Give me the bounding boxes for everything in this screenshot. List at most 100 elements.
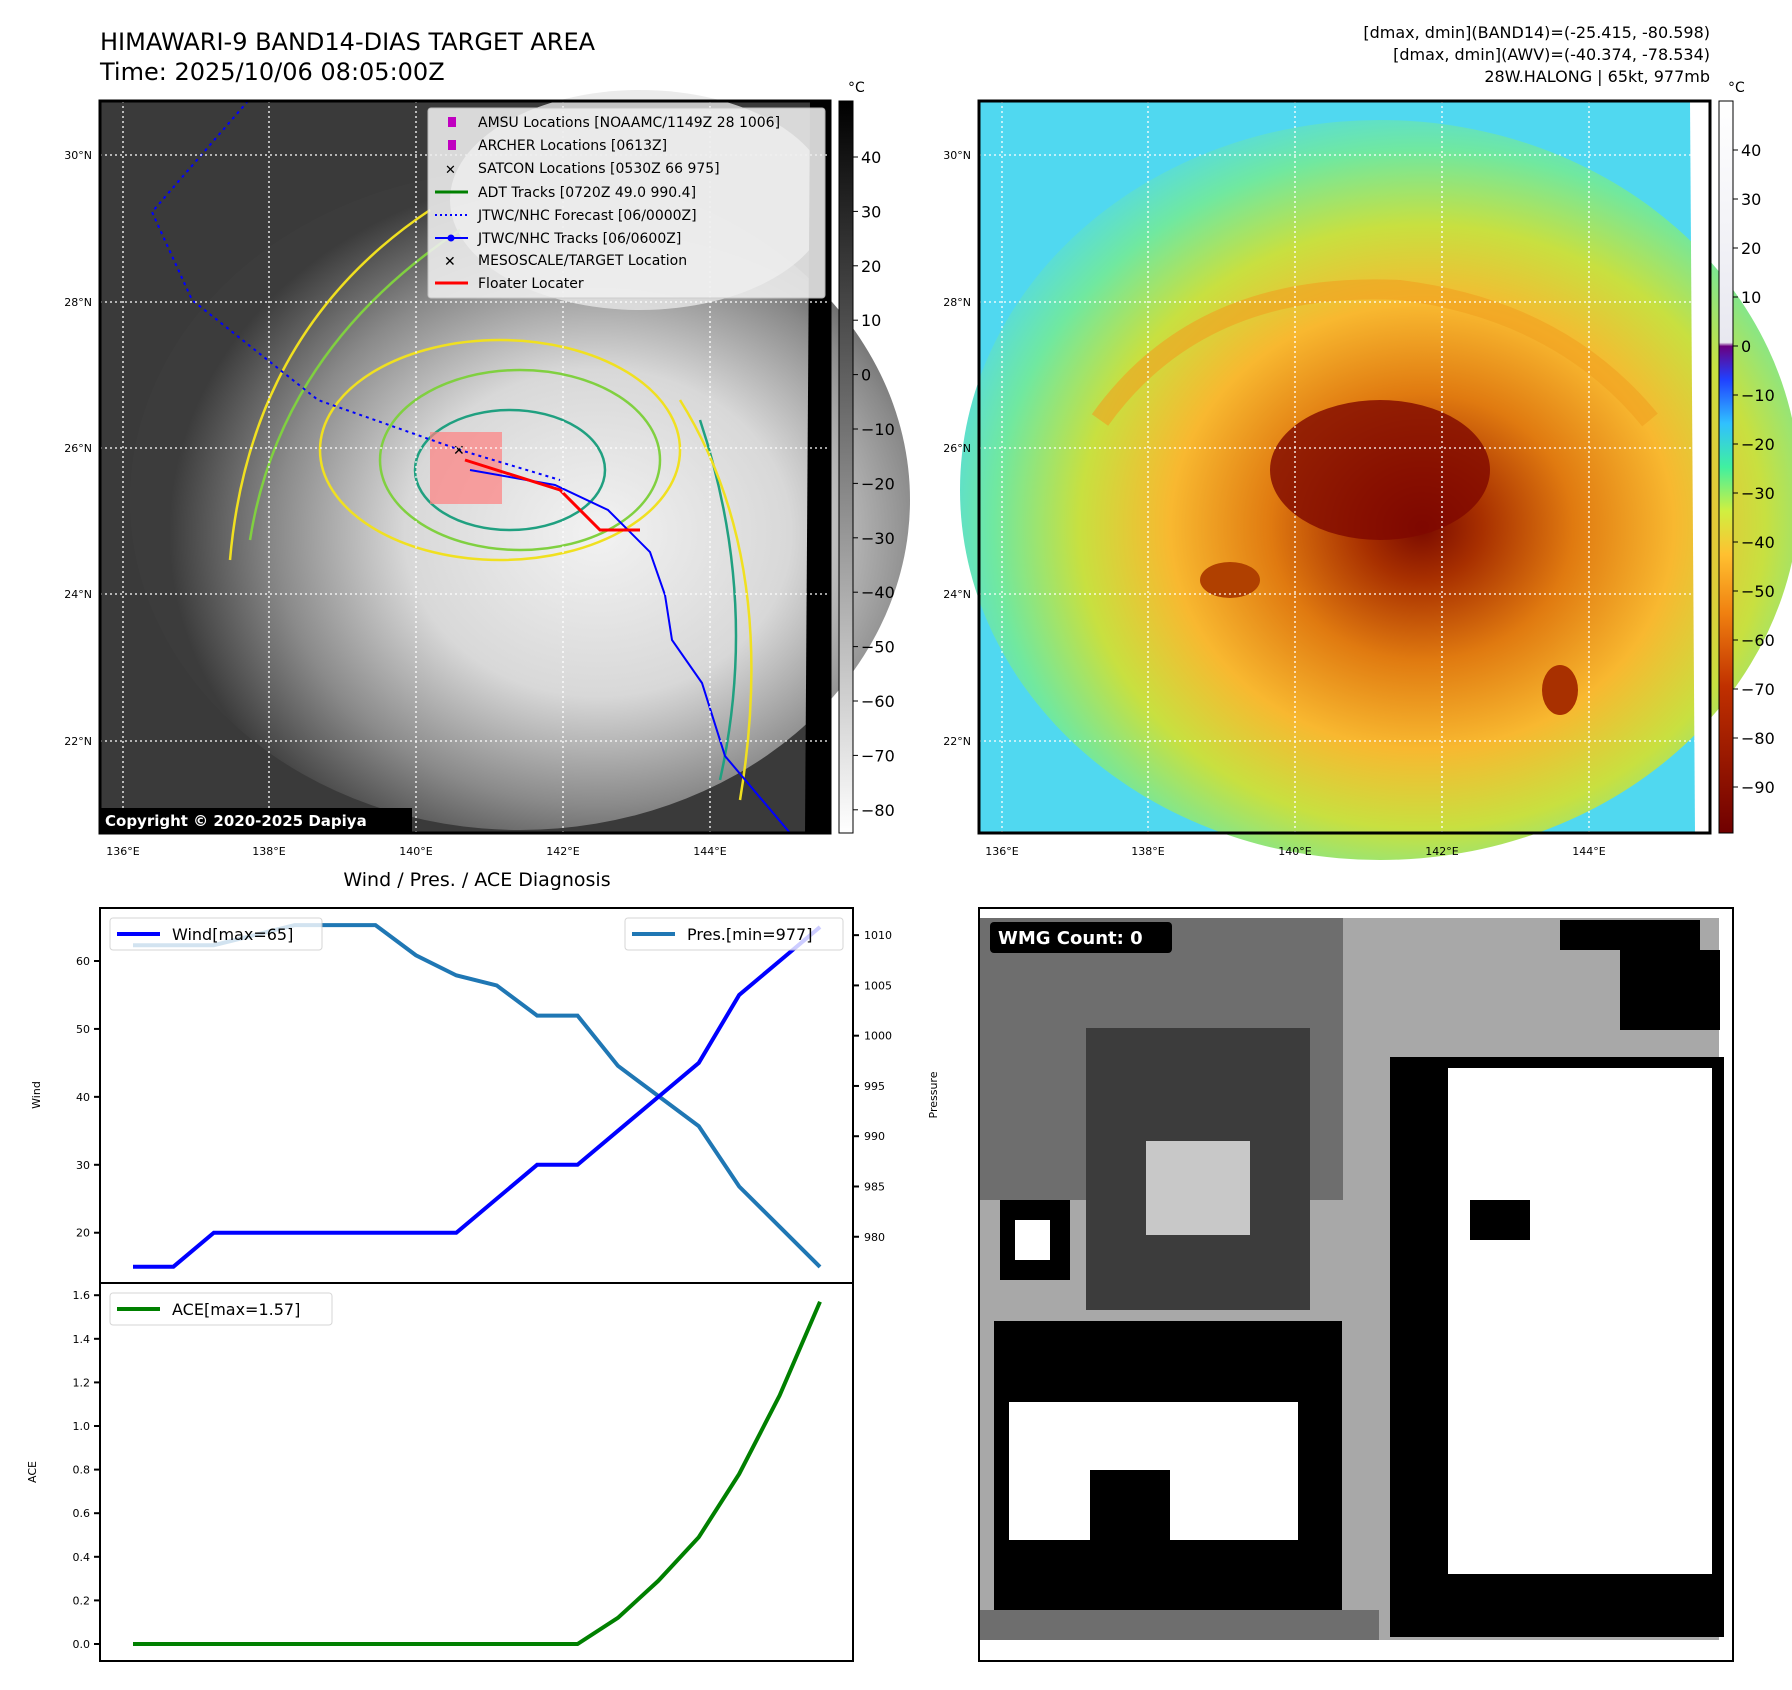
ace-tick-label: 1.6 xyxy=(73,1289,91,1302)
stats-awv: [dmax, dmin](AWV)=(-40.374, -78.534) xyxy=(1393,45,1710,64)
diagnosis-title: Wind / Pres. / ACE Diagnosis xyxy=(343,869,610,891)
figure-time: Time: 2025/10/06 08:05:00Z xyxy=(99,58,445,86)
colorbar-tick-label: 30 xyxy=(1741,190,1761,209)
wind-tick-label: 20 xyxy=(76,1227,90,1240)
legend-forecast: JTWC/NHC Forecast [06/0000Z] xyxy=(477,208,697,224)
legend-target: MESOSCALE/TARGET Location xyxy=(478,253,687,269)
satcon-marker-icon: ✕ xyxy=(445,163,456,178)
legend-floater: Floater Locater xyxy=(478,276,584,292)
colorbar-tick-label: −20 xyxy=(1741,435,1775,454)
lon-label: 144°E xyxy=(693,845,726,858)
pressure-tick-label: 990 xyxy=(864,1130,885,1143)
target-marker-icon: ✕ xyxy=(453,443,465,459)
wind-legend: Wind[max=65] xyxy=(109,917,323,951)
copyright-label: Copyright © 2020-2025 Dapiya xyxy=(105,812,367,830)
pressure-tick-label: 1005 xyxy=(864,979,892,992)
wind-pressure-axes xyxy=(99,907,854,1284)
legend-satcon: SATCON Locations [0530Z 66 975] xyxy=(478,161,720,177)
lon-label: 144°E xyxy=(1572,845,1605,858)
colorbar-tick-label: −30 xyxy=(1741,484,1775,503)
colorbar-unit-gray: °C xyxy=(848,80,865,96)
storm-info: 28W.HALONG | 65kt, 977mb xyxy=(1484,67,1710,86)
ace-tick-label: 1.4 xyxy=(73,1333,91,1346)
colorbar-tick-label: −10 xyxy=(1741,386,1775,405)
wind-tick-label: 40 xyxy=(76,1091,90,1104)
ace-tick-label: 0.8 xyxy=(73,1464,91,1477)
lon-label: 140°E xyxy=(399,845,432,858)
ace-axis-label: ACE xyxy=(26,1461,39,1483)
lat-label: 26°N xyxy=(943,442,971,455)
lon-label: 136°E xyxy=(106,845,139,858)
wmg-count-label: WMG Count: 0 xyxy=(998,928,1143,949)
colorbar-tick-label: −20 xyxy=(861,474,895,493)
wind-legend-label: Wind[max=65] xyxy=(172,925,293,944)
colorbar-tick-label: 10 xyxy=(1741,288,1761,307)
lon-label: 136°E xyxy=(985,845,1018,858)
lat-label: 28°N xyxy=(943,296,971,309)
ace-tick-label: 0.0 xyxy=(73,1638,91,1651)
colorbar-tick-label: 40 xyxy=(861,148,881,167)
map2-lat-labels: 30°N 28°N 26°N 24°N 22°N xyxy=(943,149,971,748)
wind-axis-label: Wind xyxy=(30,1081,43,1109)
ace-tick-label: 1.2 xyxy=(73,1376,91,1389)
pressure-tick-label: 1010 xyxy=(864,929,892,942)
ace-legend-label: ACE[max=1.57] xyxy=(172,1300,300,1319)
colorbar-tick-label: −70 xyxy=(1741,680,1775,699)
pressure-legend-label: Pres.[min=977] xyxy=(687,925,812,944)
ace-tick-label: 1.0 xyxy=(73,1420,91,1433)
lon-label: 142°E xyxy=(1425,845,1458,858)
archer-marker-icon xyxy=(448,140,456,150)
ace-tick-label: 0.2 xyxy=(73,1594,91,1607)
colorbar-tick-label: −40 xyxy=(1741,533,1775,552)
lat-label: 24°N xyxy=(943,588,971,601)
colorbar-tick-label: 0 xyxy=(1741,337,1751,356)
legend-tracks: JTWC/NHC Tracks [06/0600Z] xyxy=(477,231,681,247)
map-legend: AMSU Locations [NOAAMC/1149Z 28 1006] AR… xyxy=(427,107,826,299)
pressure-tick-label: 995 xyxy=(864,1080,885,1093)
pressure-tick-label: 1000 xyxy=(864,1030,892,1043)
colorbar-tick-label: −60 xyxy=(861,692,895,711)
colorbar-unit-color: °C xyxy=(1728,80,1745,96)
colorbar-tick-label: 20 xyxy=(1741,239,1761,258)
color-colorbar xyxy=(1718,100,1734,834)
legend-archer: ARCHER Locations [0613Z] xyxy=(478,138,667,154)
colorbar-tick-label: −40 xyxy=(861,583,895,602)
wmg-panel: WMG Count: 0 xyxy=(978,907,1734,1662)
wind-line xyxy=(133,925,822,1269)
floater-locater-track xyxy=(464,458,640,532)
lat-label: 26°N xyxy=(64,442,92,455)
ace-line xyxy=(133,1300,822,1646)
map1-lat-labels: 30°N 28°N 26°N 24°N 22°N xyxy=(64,149,92,748)
ace-tick-label: 0.6 xyxy=(73,1507,91,1520)
colorbar-tick-label: −60 xyxy=(1741,631,1775,650)
wind-tick-label: 60 xyxy=(76,955,90,968)
lon-label: 142°E xyxy=(546,845,579,858)
jtwc-track xyxy=(469,469,791,834)
ace-axes xyxy=(99,1282,854,1662)
colorbar-tick-label: −50 xyxy=(861,638,895,657)
colorbar-tick-label: −30 xyxy=(861,529,895,548)
colorbar-tick-label: 0 xyxy=(861,366,871,385)
lon-label: 140°E xyxy=(1278,845,1311,858)
color-colorbar-ticks: 40 30 20 10 0 −10 −20 −30 −40 −50 −60 −70 −80 −90 xyxy=(1733,141,1775,797)
pressure-axis-label: Pressure xyxy=(927,1071,940,1118)
lat-label: 24°N xyxy=(64,588,92,601)
amsu-marker-icon xyxy=(448,117,456,127)
lon-label: 138°E xyxy=(1131,845,1164,858)
wind-tick-label: 30 xyxy=(76,1159,90,1172)
pressure-tick-label: 985 xyxy=(864,1180,885,1193)
legend-amsu: AMSU Locations [NOAAMC/1149Z 28 1006] xyxy=(478,115,780,131)
colorbar-tick-label: −80 xyxy=(861,801,895,820)
figure-title: HIMAWARI-9 BAND14-DIAS TARGET AREA xyxy=(100,28,596,56)
colorbar-tick-label: −10 xyxy=(861,420,895,439)
gray-colorbar-ticks: 40 30 20 10 0 −10 −20 −30 −40 −50 −60 −70 −80 xyxy=(853,148,895,820)
colorbar-tick-label: −70 xyxy=(861,746,895,765)
lat-label: 22°N xyxy=(64,735,92,748)
lat-label: 30°N xyxy=(943,149,971,162)
color-map-panel xyxy=(960,99,1792,860)
gray-colorbar xyxy=(838,100,854,834)
wind-tick-label: 50 xyxy=(76,1023,90,1036)
pressure-legend: Pres.[min=977] xyxy=(624,917,844,951)
colorbar-tick-label: 30 xyxy=(861,202,881,221)
